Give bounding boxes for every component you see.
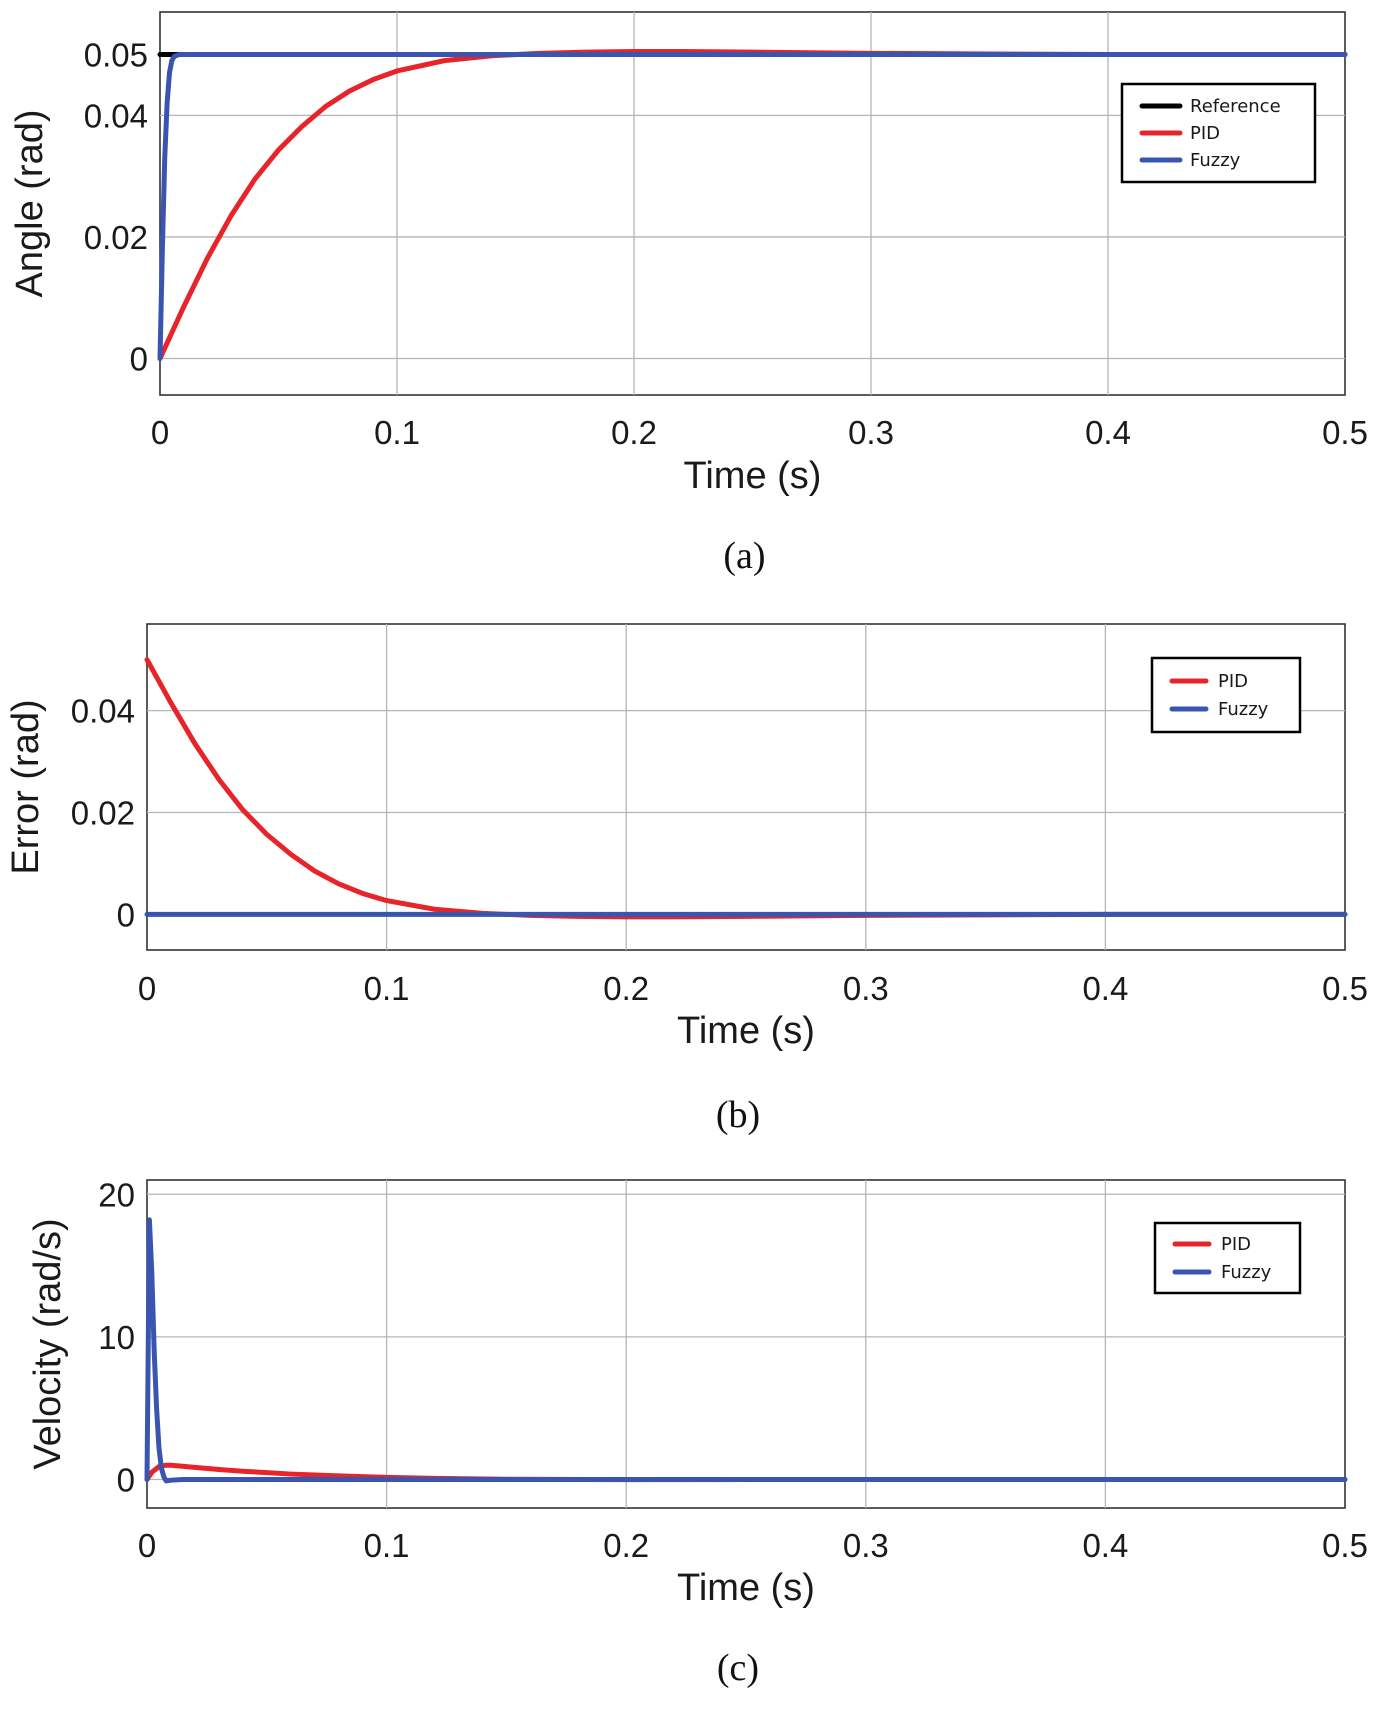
x-tick-label: 0.4 [1082,1527,1128,1564]
x-tick-label: 0.5 [1322,1527,1368,1564]
legend-label-reference: Reference [1190,96,1281,117]
plot-area [159,11,1346,396]
x-tick-label: 0.2 [603,970,649,1007]
figure-caption: (b) [716,1094,760,1136]
chart-c: 0 0.1 0.2 0.3 0.4 0.5 0 10 20 Time (s) Velocity (r… [27,1176,1368,1689]
x-tick-label: 0.2 [603,1527,649,1564]
y-tick-label: 0.04 [71,693,135,730]
y-axis-label: Velocity (rad/s) [27,1218,69,1469]
x-tick-label: 0.5 [1322,414,1368,451]
x-tick-label: 0.5 [1322,970,1368,1007]
y-tick-label: 20 [98,1176,135,1213]
x-tick-label: 0.1 [364,1527,410,1564]
plot-area [146,1179,1346,1509]
legend-label-pid: PID [1218,671,1248,692]
legend: PID Fuzzy [1150,656,1302,734]
plot-area [146,623,1346,951]
x-tick-label: 0.2 [611,414,657,451]
x-axis-label: Time (s) [677,1567,815,1609]
legend-label-fuzzy: Fuzzy [1190,150,1241,171]
x-axis-label: Time (s) [684,455,822,497]
legend-box [1153,1221,1302,1295]
legend-label-pid: PID [1190,123,1220,144]
x-tick-label: 0.4 [1082,970,1128,1007]
legend-label-pid: PID [1221,1234,1251,1255]
x-axis-label: Time (s) [677,1010,815,1052]
y-tick-label: 0.05 [84,37,148,74]
series-line-fuzzy [157,52,1348,362]
chart-a: 0 0.1 0.2 0.3 0.4 0.5 0 0.02 0.04 0.05 Time (s) Ang… [9,11,1368,577]
x-tick-label: 0.3 [843,970,889,1007]
x-tick-label: 0.3 [848,414,894,451]
y-tick-label: 0.02 [71,794,135,831]
y-tick-label: 0.02 [84,219,148,256]
legend-label-fuzzy: Fuzzy [1221,1262,1272,1283]
x-tick-label: 0.1 [374,414,420,451]
y-tick-label: 0 [130,341,148,378]
y-tick-label: 0 [117,896,135,933]
y-tick-label: 0 [117,1461,135,1498]
x-tick-label: 0.4 [1085,414,1131,451]
legend-box [1150,656,1302,734]
series-line-fuzzy [144,1217,1348,1484]
figure-caption: (a) [723,535,765,577]
figure-caption: (c) [717,1647,759,1689]
x-tick-label: 0.1 [364,970,410,1007]
x-tick-label: 0.3 [843,1527,889,1564]
chart-b: 0 0.1 0.2 0.3 0.4 0.5 0 0.02 0.04 Time (s) Error (… [5,623,1368,1136]
y-tick-label: 0.04 [84,97,148,134]
x-tick-label: 0 [138,1527,156,1564]
legend: PID Fuzzy [1153,1221,1302,1295]
y-axis-label: Error (rad) [5,699,47,874]
legend: Reference PID Fuzzy [1120,82,1317,184]
y-tick-label: 10 [98,1319,135,1356]
y-axis-label: Angle (rad) [9,110,51,298]
x-tick-label: 0 [138,970,156,1007]
legend-label-fuzzy: Fuzzy [1218,699,1269,720]
x-tick-label: 0 [151,414,169,451]
